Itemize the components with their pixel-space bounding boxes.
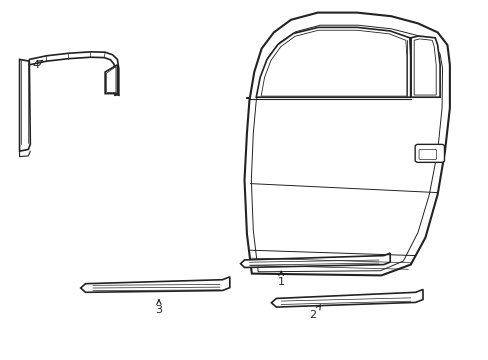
Text: 1: 1 — [277, 276, 284, 287]
Polygon shape — [105, 65, 117, 94]
Text: 4: 4 — [32, 60, 39, 70]
Polygon shape — [271, 289, 422, 307]
Polygon shape — [410, 36, 439, 97]
Polygon shape — [20, 59, 30, 151]
Polygon shape — [256, 27, 410, 97]
FancyBboxPatch shape — [414, 144, 444, 162]
FancyBboxPatch shape — [418, 149, 436, 159]
Text: 2: 2 — [309, 310, 316, 320]
Polygon shape — [81, 277, 229, 292]
Polygon shape — [240, 253, 389, 267]
Polygon shape — [244, 13, 449, 275]
Text: 3: 3 — [155, 305, 162, 315]
